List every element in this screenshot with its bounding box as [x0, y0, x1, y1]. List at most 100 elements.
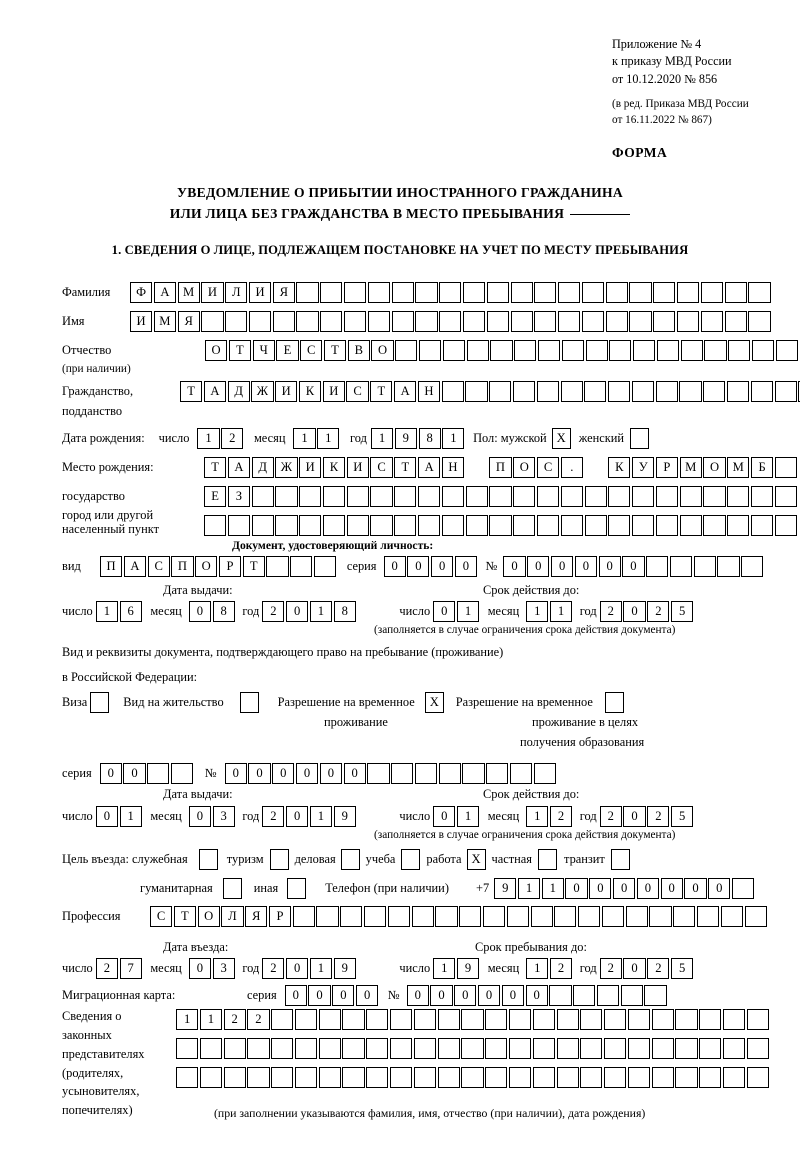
char-cell[interactable]: 0	[284, 985, 307, 1006]
char-cell[interactable]: 0	[295, 763, 319, 784]
char-cell[interactable]: С	[346, 381, 369, 402]
char-cell[interactable]	[608, 381, 631, 402]
char-cell[interactable]	[414, 763, 438, 784]
char-cell[interactable]	[437, 1038, 460, 1059]
char-cell[interactable]: 0	[477, 985, 501, 1006]
char-cell[interactable]: У	[632, 457, 655, 478]
checkbox-purpose-business[interactable]	[340, 849, 360, 870]
char-cell[interactable]: Ф	[130, 282, 153, 303]
char-cell[interactable]: Б	[750, 457, 774, 478]
char-cell[interactable]	[510, 282, 533, 303]
char-cell[interactable]	[223, 1038, 246, 1059]
char-cell[interactable]: 0	[188, 806, 211, 827]
char-cell[interactable]	[605, 282, 628, 303]
char-cell[interactable]	[581, 282, 605, 303]
char-cell[interactable]	[391, 311, 414, 332]
char-cell[interactable]	[700, 282, 723, 303]
char-cell[interactable]	[299, 515, 322, 536]
char-cell[interactable]	[514, 340, 537, 361]
checkbox-purpose-transit[interactable]	[610, 849, 630, 870]
char-cell[interactable]	[290, 556, 313, 577]
char-cell[interactable]: 2	[647, 601, 670, 622]
char-cell[interactable]	[741, 556, 764, 577]
char-cell[interactable]	[560, 381, 583, 402]
checkbox-purpose-study[interactable]	[401, 849, 421, 870]
char-cell[interactable]	[201, 311, 224, 332]
char-cell[interactable]	[266, 556, 289, 577]
char-cell[interactable]	[651, 1067, 674, 1088]
char-cell[interactable]	[462, 282, 486, 303]
char-cell[interactable]	[722, 1067, 746, 1088]
char-cell[interactable]	[724, 311, 747, 332]
char-cell[interactable]: И	[275, 381, 298, 402]
char-cell[interactable]	[673, 906, 696, 927]
char-cell[interactable]	[394, 486, 417, 507]
char-cell[interactable]	[251, 515, 274, 536]
char-cell[interactable]	[462, 311, 486, 332]
char-cell[interactable]: М	[177, 282, 200, 303]
char-cell[interactable]: Я	[177, 311, 200, 332]
char-cell[interactable]: И	[299, 457, 322, 478]
char-cell[interactable]	[554, 906, 577, 927]
char-cell[interactable]	[394, 515, 417, 536]
char-cell[interactable]	[275, 486, 298, 507]
char-cell[interactable]: 0	[527, 556, 550, 577]
char-cell[interactable]: М	[153, 311, 176, 332]
char-cell[interactable]: 1	[370, 428, 394, 449]
char-cell[interactable]: 1	[526, 958, 549, 979]
char-cell[interactable]	[340, 906, 363, 927]
char-cell[interactable]	[580, 1038, 603, 1059]
char-cell[interactable]: 0	[188, 601, 211, 622]
char-cell[interactable]	[556, 1009, 579, 1030]
char-cell[interactable]	[437, 1009, 460, 1030]
char-cell[interactable]	[176, 1067, 199, 1088]
char-cell[interactable]	[486, 763, 509, 784]
char-cell[interactable]: Т	[394, 457, 417, 478]
char-cell[interactable]	[441, 381, 464, 402]
char-cell[interactable]	[466, 457, 488, 478]
char-cell[interactable]: Ч	[252, 340, 275, 361]
char-cell[interactable]	[625, 906, 648, 927]
char-cell[interactable]	[418, 486, 441, 507]
char-cell[interactable]	[534, 282, 557, 303]
char-cell[interactable]: 0	[433, 806, 456, 827]
char-cell[interactable]: И	[322, 381, 345, 402]
char-cell[interactable]: Р	[655, 457, 679, 478]
char-cell[interactable]	[728, 340, 751, 361]
char-cell[interactable]	[676, 282, 700, 303]
char-cell[interactable]	[223, 1067, 246, 1088]
char-cell[interactable]: 0	[622, 556, 645, 577]
char-cell[interactable]	[318, 1067, 341, 1088]
char-cell[interactable]	[532, 1009, 555, 1030]
char-cell[interactable]: 1	[197, 428, 220, 449]
char-cell[interactable]: 1	[456, 601, 480, 622]
char-cell[interactable]	[699, 1038, 722, 1059]
char-cell[interactable]	[627, 1067, 651, 1088]
char-cell[interactable]	[717, 556, 740, 577]
checkbox-purpose-tourism[interactable]	[269, 849, 289, 870]
char-cell[interactable]: 0	[272, 763, 295, 784]
char-cell[interactable]: В	[347, 340, 370, 361]
char-cell[interactable]	[680, 340, 703, 361]
char-cell[interactable]: А	[153, 282, 176, 303]
char-cell[interactable]: 0	[356, 985, 379, 1006]
char-cell[interactable]	[627, 1038, 651, 1059]
char-cell[interactable]	[370, 515, 393, 536]
char-cell[interactable]	[364, 906, 387, 927]
char-cell[interactable]	[411, 906, 434, 927]
char-cell[interactable]	[722, 1009, 746, 1030]
